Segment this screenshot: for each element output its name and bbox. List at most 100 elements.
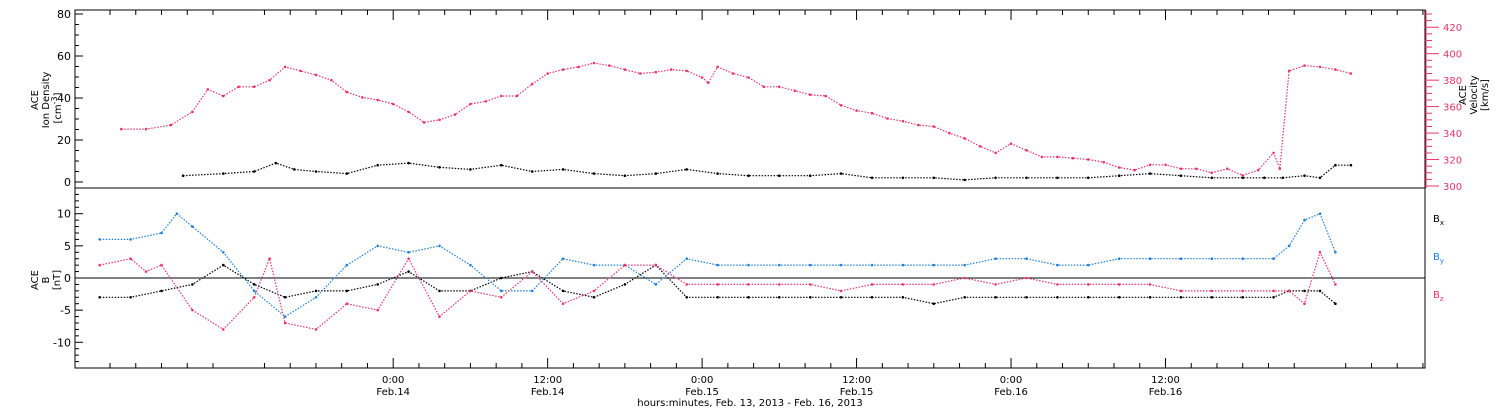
- velocity-point: [222, 94, 225, 98]
- bz-point: [901, 283, 905, 286]
- velocity-point: [268, 78, 271, 82]
- velocity-point: [515, 94, 519, 98]
- velocity-point: [592, 61, 596, 65]
- by-point: [1318, 212, 1322, 215]
- by-point: [1179, 257, 1183, 261]
- bz-point: [407, 257, 410, 261]
- bz-point: [129, 257, 132, 261]
- by-point: [561, 257, 565, 261]
- by-point: [1334, 251, 1337, 254]
- by-point: [469, 263, 472, 267]
- velocity-point: [1349, 72, 1353, 75]
- velocity-point: [1334, 68, 1337, 71]
- bz-point: [1056, 283, 1059, 286]
- velocity-point: [283, 65, 287, 69]
- field-tick-label: 10: [57, 208, 71, 221]
- velocity-label-line-2: Velocity: [1469, 75, 1480, 114]
- by-point: [376, 244, 380, 248]
- density-point: [314, 170, 318, 173]
- time-tick-label: 0:00: [382, 375, 404, 386]
- velocity-point: [793, 89, 797, 92]
- legend-subscript: y: [1440, 257, 1444, 265]
- bz-point: [268, 257, 271, 261]
- by-point: [175, 212, 179, 215]
- bx-point: [870, 296, 874, 299]
- velocity-point: [1210, 171, 1214, 175]
- date-tick-label: Feb.14: [376, 387, 410, 398]
- bz-point: [1117, 283, 1121, 286]
- density-point: [500, 163, 503, 167]
- velocity-point: [707, 81, 710, 85]
- density-label-line-3: [cm-3]: [50, 92, 64, 123]
- legend-label-by: By: [1433, 252, 1444, 265]
- velocity-trace: [121, 62, 1352, 177]
- bz-point: [252, 296, 256, 299]
- velocity-point: [169, 123, 173, 127]
- density-point: [1303, 174, 1306, 177]
- density-tick-label: 20: [57, 134, 71, 147]
- bx-point: [561, 289, 565, 293]
- velocity-point: [1278, 167, 1282, 171]
- velocity-point: [407, 110, 410, 114]
- velocity-point: [469, 102, 472, 106]
- bx-point: [98, 296, 101, 299]
- by-point: [283, 315, 287, 318]
- by-point: [1303, 218, 1306, 222]
- velocity-point: [639, 72, 642, 75]
- top-left-axis: 0 20 40 60 80: [57, 8, 83, 189]
- velocity-point: [716, 65, 719, 69]
- time-tick-label: 12:00: [533, 375, 562, 386]
- bx-point: [191, 283, 194, 286]
- bx-point: [1117, 296, 1121, 299]
- legend-label-bx: Bx: [1433, 214, 1444, 227]
- density-point: [469, 168, 472, 171]
- velocity-point: [886, 117, 889, 120]
- by-point: [98, 238, 101, 241]
- velocity-point: [1303, 64, 1306, 67]
- time-tick-label: 12:00: [1151, 375, 1180, 386]
- density-point: [1318, 176, 1322, 180]
- velocity-point: [376, 98, 380, 102]
- velocity-point: [144, 127, 148, 131]
- bz-point: [500, 296, 503, 299]
- velocity-point: [1102, 160, 1105, 164]
- velocity-point: [252, 85, 256, 89]
- density-point: [1241, 176, 1244, 180]
- bz-point: [623, 263, 627, 267]
- by-point: [1148, 257, 1152, 261]
- velocity-point: [1256, 168, 1260, 172]
- velocity-point: [1179, 167, 1183, 171]
- bz-point: [144, 270, 148, 273]
- bz-point: [1318, 251, 1322, 254]
- bx-point: [839, 296, 843, 299]
- by-point: [685, 257, 688, 261]
- density-label-line-1: ACE: [30, 90, 41, 110]
- time-tick-label: 0:00: [1000, 375, 1022, 386]
- date-tick-label: Feb.15: [840, 387, 874, 398]
- legend-subscript: z: [1440, 295, 1444, 303]
- density-point: [1087, 176, 1090, 180]
- density-tick-label: 0: [64, 176, 71, 189]
- velocity-point: [438, 118, 441, 122]
- density-point: [222, 172, 225, 175]
- by-point: [129, 238, 132, 241]
- density-point: [654, 172, 658, 175]
- date-tick-label: Feb.16: [1149, 387, 1183, 398]
- velocity-point: [1040, 155, 1044, 159]
- bz-point: [1287, 289, 1291, 293]
- density-point: [685, 168, 688, 171]
- bz-point: [1087, 283, 1090, 286]
- bottom-panel-series: [98, 212, 1337, 331]
- bx-point: [994, 296, 997, 299]
- field-tick-label: -10: [53, 336, 71, 349]
- density-point: [561, 168, 565, 171]
- velocity-point: [700, 76, 704, 79]
- bx-point: [222, 263, 225, 267]
- velocity-point: [1195, 167, 1198, 171]
- by-point: [901, 263, 905, 267]
- bz-point: [530, 270, 534, 273]
- field-tick-label: 0: [64, 272, 71, 285]
- velocity-point: [1133, 168, 1136, 172]
- time-tick-label: 0:00: [691, 375, 713, 386]
